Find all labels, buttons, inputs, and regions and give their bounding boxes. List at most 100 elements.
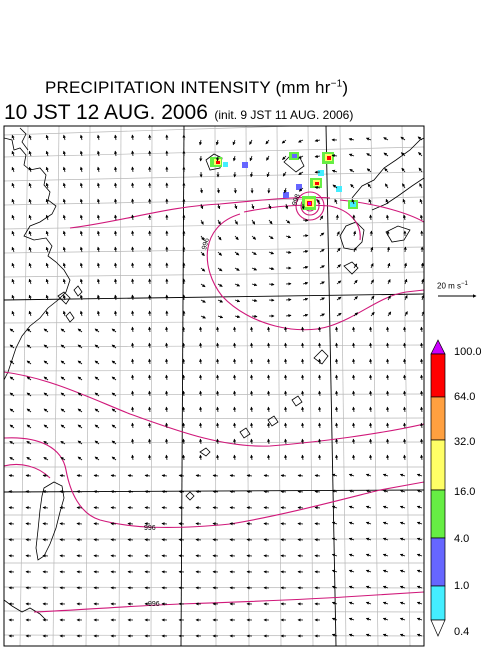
wind-arrow — [365, 521, 372, 525]
wind-arrow — [348, 553, 355, 557]
wind-arrow — [401, 167, 406, 173]
wind-arrow — [267, 454, 271, 461]
wind-arrow — [246, 506, 253, 510]
wind-arrow — [319, 232, 325, 237]
wind-arrow — [199, 326, 203, 333]
colorbar-label: 0.4 — [454, 626, 470, 638]
wind-arrow — [148, 342, 152, 349]
wind-arrow — [348, 633, 355, 637]
wind-arrow — [96, 246, 101, 253]
wind-arrow — [267, 342, 271, 349]
wind-arrow — [62, 214, 66, 221]
wind-arrow — [301, 390, 305, 397]
wind-arrow — [77, 440, 83, 445]
wind-arrow — [25, 490, 32, 494]
wind-arrow — [369, 390, 373, 397]
wind-arrow — [399, 473, 406, 477]
wind-arrow — [93, 522, 100, 526]
wind-arrow — [319, 313, 325, 317]
wind-arrow — [268, 282, 275, 286]
wind-arrow — [79, 198, 83, 205]
wind-arrow — [148, 310, 152, 317]
wind-arrow — [297, 474, 304, 478]
wind-arrow — [217, 219, 221, 225]
wind-arrow — [62, 310, 66, 317]
wind-arrow — [60, 360, 66, 365]
wind-arrow — [250, 374, 254, 381]
wind-arrow — [281, 139, 287, 144]
wind-arrow — [369, 326, 373, 333]
wind-arrow — [399, 633, 406, 637]
wind-arrow — [386, 390, 390, 397]
wind-arrow — [246, 474, 253, 478]
wind-arrow — [62, 230, 66, 237]
wind-arrow — [131, 358, 135, 365]
wind-arrow — [420, 406, 424, 413]
wind-arrow — [93, 474, 100, 478]
wind-arrow — [28, 198, 32, 205]
wind-arrow — [148, 278, 152, 285]
wind-arrow — [420, 390, 424, 397]
wind-arrow — [79, 246, 83, 253]
wind-arrow — [111, 440, 117, 445]
wind-arrow — [348, 617, 355, 621]
wind-arrow — [199, 406, 203, 413]
wind-arrow — [317, 199, 321, 205]
wind-arrow — [79, 214, 83, 221]
wind-arrow — [352, 358, 356, 365]
wind-arrow — [249, 139, 253, 145]
wind-arrow — [26, 360, 32, 365]
wind-arrow — [369, 230, 373, 237]
wind-arrow — [25, 538, 32, 542]
wind-arrow — [331, 489, 338, 493]
wind-arrow — [335, 406, 339, 413]
wind-arrow — [336, 247, 341, 253]
wind-arrow — [319, 265, 325, 269]
wind-arrow — [301, 342, 305, 349]
wind-arrow — [9, 424, 15, 429]
wind-arrow — [217, 267, 223, 272]
wind-vectors — [8, 134, 424, 638]
wind-arrow — [131, 374, 135, 381]
wind-arrow — [131, 230, 135, 237]
wind-arrow — [62, 150, 66, 157]
wind-arrow — [369, 358, 373, 365]
wind-arrow — [332, 184, 338, 189]
wind-arrow — [285, 250, 292, 254]
wind-arrow — [212, 538, 219, 542]
wind-arrow — [43, 440, 49, 445]
wind-arrow — [93, 538, 100, 542]
wind-arrow — [216, 454, 220, 461]
wind-arrow — [28, 150, 32, 157]
wind-arrow — [144, 474, 151, 478]
wind-arrow — [77, 360, 83, 365]
wind-arrow — [233, 326, 237, 333]
wind-arrow — [365, 553, 372, 557]
wind-arrow — [148, 358, 152, 365]
wind-arrow — [195, 538, 202, 542]
wind-arrow — [251, 267, 258, 271]
wind-arrow — [77, 392, 83, 397]
wind-arrow — [182, 374, 186, 381]
wind-arrow — [28, 134, 32, 141]
wind-arrow — [215, 139, 219, 146]
wind-arrow — [351, 198, 355, 205]
wind-arrow — [148, 134, 152, 141]
wind-arrow — [297, 506, 304, 510]
wind-arrow — [114, 198, 118, 205]
wind-arrow — [280, 490, 287, 494]
wind-arrow — [76, 490, 83, 494]
wind-arrow — [182, 438, 186, 445]
wind-arrow — [216, 390, 220, 397]
wind-arrow — [127, 538, 134, 542]
wind-arrow — [96, 294, 101, 301]
time-line: 10 JST 12 AUG. 2006 (init. 9 JST 11 AUG.… — [4, 101, 353, 125]
wind-arrow — [200, 267, 206, 272]
wind-arrow — [331, 169, 338, 173]
wind-arrow — [43, 344, 49, 349]
wind-arrow — [96, 214, 101, 221]
wind-arrow — [96, 198, 101, 205]
wind-arrow — [28, 278, 32, 285]
wind-arrow — [302, 313, 309, 317]
wind-arrow — [233, 422, 237, 429]
